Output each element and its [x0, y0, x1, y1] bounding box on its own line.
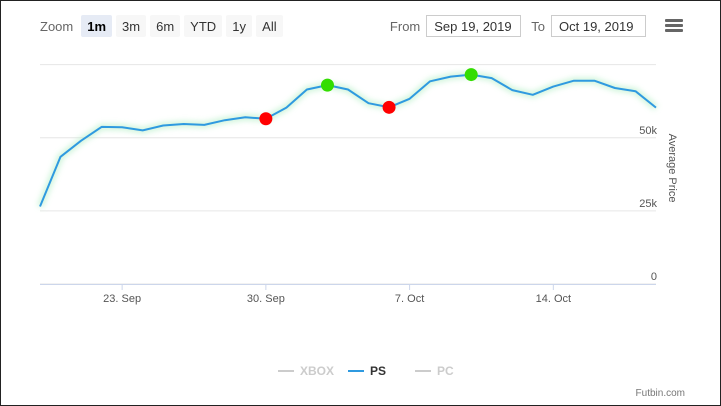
sell-signal-marker[interactable] [259, 112, 273, 126]
zoom-ytd-button[interactable]: YTD [184, 15, 223, 37]
series-lines [37, 71, 658, 208]
legend-item-ps[interactable]: PS [370, 364, 386, 378]
zoom-selector: Zoom 1m 3m 6m YTD 1y All [40, 14, 283, 38]
zoom-1y-button[interactable]: 1y [226, 15, 253, 37]
legend-item-xbox[interactable]: XBOX [300, 364, 334, 378]
zoom-6m-button[interactable]: 6m [150, 15, 181, 37]
y-tick-label: 50k [639, 125, 657, 137]
x-tick-label: 23. Sep [103, 293, 141, 305]
to-date-input[interactable]: Oct 19, 2019 [551, 15, 646, 37]
grid-lines [40, 64, 656, 285]
date-range-selector: From Sep 19, 2019 To Oct 19, 2019 [380, 14, 646, 38]
x-tick-label: 7. Oct [395, 293, 424, 305]
y-tick-label: 25k [639, 198, 657, 210]
to-label: To [531, 18, 545, 34]
credits-text[interactable]: Futbin.com [636, 388, 685, 399]
y-tick-label: 0 [651, 271, 657, 283]
y-axis-title: Average Price [666, 134, 678, 203]
from-date-input[interactable]: Sep 19, 2019 [426, 15, 522, 37]
x-tick-label: 30. Sep [247, 293, 285, 305]
series-line-ps[interactable] [39, 73, 657, 207]
zoom-label: Zoom [40, 18, 74, 34]
legend-item-pc[interactable]: PC [437, 364, 454, 378]
x-axis: 23. Sep 30. Sep 7. Oct 14. Oct [40, 284, 656, 305]
zoom-all-button[interactable]: All [256, 15, 283, 37]
buy-signal-marker[interactable] [320, 78, 334, 92]
series-glow [37, 71, 658, 208]
hamburger-menu-icon[interactable] [665, 19, 683, 33]
signal-markers [259, 68, 478, 126]
buy-signal-marker[interactable] [464, 68, 478, 82]
sell-signal-marker[interactable] [382, 100, 396, 114]
zoom-3m-button[interactable]: 3m [116, 15, 147, 37]
x-tick-label: 14. Oct [536, 293, 571, 305]
legend: XBOX PS PC [278, 364, 454, 378]
y-axis: 0 25k 50k [639, 125, 657, 283]
zoom-1m-button[interactable]: 1m [81, 15, 113, 37]
from-label: From [389, 18, 421, 34]
